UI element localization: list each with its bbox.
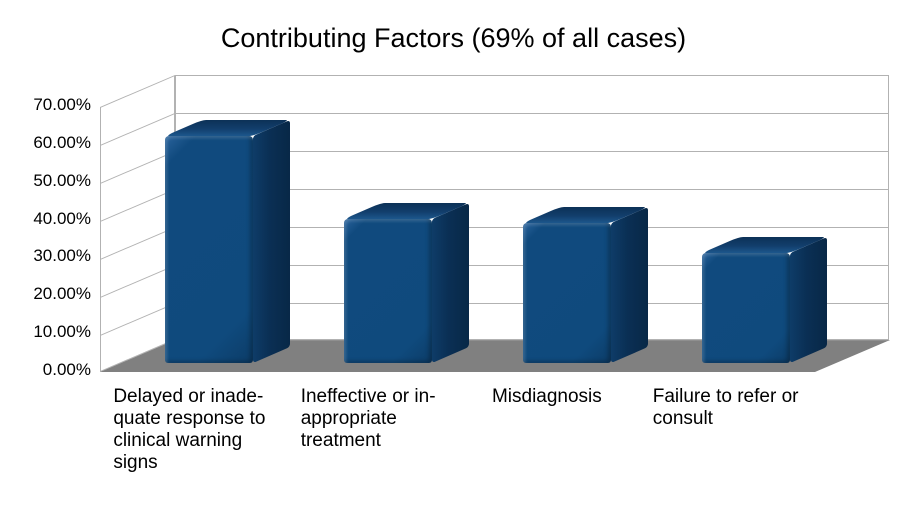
y-axis-label: 70.00% <box>33 95 91 114</box>
gridline <box>101 303 174 336</box>
y-axis-label: 60.00% <box>33 132 91 152</box>
y-axis-label: 50.00% <box>33 170 91 190</box>
gridline <box>101 113 174 146</box>
gridline <box>101 151 174 184</box>
bar <box>522 222 611 363</box>
category-slot: Ineffective or in- appropriate treatment <box>279 386 458 474</box>
gridline <box>101 227 174 260</box>
chart-title: Contributing Factors (69% of all cases) <box>220 23 687 53</box>
x-axis: Delayed or inade- quate response to clin… <box>100 386 815 474</box>
category-label: Misdiagnosis <box>491 386 602 407</box>
gridline <box>101 189 174 222</box>
category-label: Failure to refer or consult <box>652 386 799 429</box>
gridline <box>176 113 888 115</box>
y-axis-label: 0.00% <box>42 360 91 379</box>
bar-side-face <box>432 203 470 363</box>
category-slot: Failure to refer or consult <box>636 386 815 474</box>
y-axis-label: 30.00% <box>33 246 91 266</box>
gridline <box>176 151 888 153</box>
bar <box>344 219 433 363</box>
bar-side-face <box>610 206 648 363</box>
bar <box>701 253 790 363</box>
bar-side-face <box>253 119 291 363</box>
category-label: Ineffective or in- appropriate treatment <box>300 386 436 451</box>
category-slot: Misdiagnosis <box>458 386 637 474</box>
y-axis-label: 10.00% <box>33 322 91 342</box>
gridline <box>101 265 174 298</box>
y-axis-label: 40.00% <box>33 208 91 228</box>
y-axis-label: 20.00% <box>33 284 91 304</box>
bar <box>165 135 254 363</box>
category-slot: Delayed or inade- quate response to clin… <box>100 386 279 474</box>
category-label: Delayed or inade- quate response to clin… <box>113 386 266 473</box>
chart-left-wall <box>100 74 175 372</box>
gridline <box>176 189 888 191</box>
bar-side-face <box>789 237 827 363</box>
